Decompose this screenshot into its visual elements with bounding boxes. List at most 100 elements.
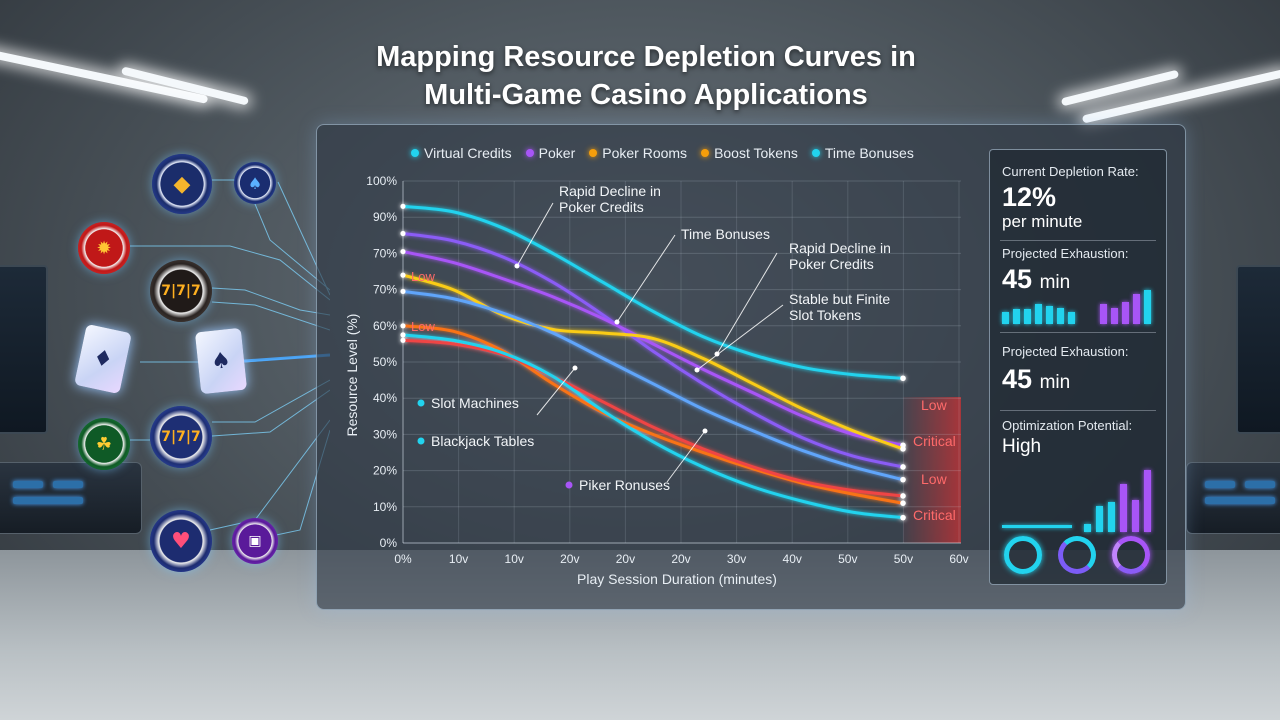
mini-bar bbox=[1046, 306, 1053, 324]
exhaustion-value-2: 45 min bbox=[1002, 364, 1070, 395]
mini-bar bbox=[1002, 312, 1009, 324]
series-line-6[interactable] bbox=[401, 324, 905, 505]
depletion-rate-label: Current Depletion Rate: bbox=[1002, 164, 1139, 179]
mini-bar bbox=[1133, 294, 1140, 324]
flame-chip-icon: ✹ bbox=[78, 222, 130, 274]
x-tick-label: 10v bbox=[505, 552, 524, 566]
end-label-critical-1: Critical bbox=[913, 433, 956, 449]
chart-legend: Virtual Credits Poker Poker Rooms Boost … bbox=[411, 145, 914, 161]
mini-bar bbox=[1132, 500, 1139, 532]
series-end-point[interactable] bbox=[900, 446, 906, 452]
gauge-ring-purple bbox=[1112, 536, 1150, 574]
annotation-dot bbox=[514, 263, 520, 269]
legend-item-poker[interactable]: Poker bbox=[525, 145, 576, 161]
annotation-slot-machines: Slot Machines bbox=[431, 395, 519, 411]
y-tick-label: 70% bbox=[373, 283, 397, 297]
depletion-rate-unit: per minute bbox=[1002, 212, 1083, 231]
mini-bar bbox=[1068, 312, 1075, 324]
divider bbox=[1000, 410, 1156, 411]
exhaustion-number-2: 45 bbox=[1002, 364, 1033, 394]
side-screen-right bbox=[1236, 265, 1280, 434]
series-line-8[interactable] bbox=[401, 333, 905, 520]
legend-item-virtual-credits[interactable]: Virtual Credits bbox=[411, 145, 512, 161]
series-end-point[interactable] bbox=[900, 493, 906, 499]
leader-line bbox=[516, 202, 554, 267]
y-tick-label: 60% bbox=[373, 319, 397, 333]
purple-chip-icon: ▣ bbox=[232, 518, 278, 564]
exhaustion-value-1: 45 min bbox=[1002, 264, 1070, 295]
mini-bar bbox=[1084, 524, 1091, 532]
series-layer bbox=[400, 203, 906, 521]
annotation-dot bbox=[714, 351, 720, 357]
x-axis-ticks: 0% 10v 10v 20v 20v 20v 30v 40v 50v 50v 60v bbox=[394, 552, 968, 566]
series-start-point[interactable] bbox=[400, 248, 406, 255]
y-tick-label: 90% bbox=[373, 210, 397, 224]
mini-bar bbox=[1013, 309, 1020, 324]
series-line-2[interactable] bbox=[401, 231, 905, 469]
stats-panel: Current Depletion Rate: 12% per minute P… bbox=[989, 149, 1167, 585]
series-end-point[interactable] bbox=[900, 476, 906, 483]
game-icon-cluster: ◆ ♠ ✹ 7|7|7 ♦ ♠ ☘ 7|7|7 ♥ ▣ bbox=[0, 140, 330, 580]
console-right bbox=[1186, 462, 1280, 534]
legend-label: Poker Rooms bbox=[602, 145, 688, 161]
y-tick-label: 50% bbox=[373, 355, 397, 369]
legend-item-boost-tokens[interactable]: Boost Tokens bbox=[701, 145, 798, 161]
heart-chip-icon: ♥ bbox=[150, 510, 212, 572]
legend-label: Poker bbox=[538, 145, 576, 161]
legend-dot bbox=[589, 149, 598, 157]
series-start-point[interactable] bbox=[400, 288, 406, 295]
annotation-dot bbox=[702, 428, 708, 434]
ceiling-light-right bbox=[1081, 68, 1280, 124]
piker-ronuses-dot bbox=[565, 481, 573, 489]
legend-item-poker-rooms[interactable]: Poker Rooms bbox=[589, 145, 687, 161]
ceiling-light-left bbox=[0, 48, 209, 104]
series-start-point[interactable] bbox=[400, 230, 406, 237]
mini-bars-purple bbox=[1100, 290, 1160, 324]
depletion-rate-value: 12% bbox=[1002, 182, 1057, 212]
series-line-1[interactable] bbox=[401, 204, 905, 380]
mini-bar bbox=[1035, 304, 1042, 324]
leader-line bbox=[536, 367, 576, 416]
console-left bbox=[0, 462, 142, 534]
series-end-point[interactable] bbox=[900, 375, 906, 382]
x-tick-label: 30v bbox=[727, 552, 746, 566]
annotation-low-2: Low bbox=[411, 319, 435, 334]
title-line-2: Multi-Game Casino Applications bbox=[424, 79, 868, 111]
legend-dot bbox=[411, 149, 419, 157]
annotation-line: Slot Tokens bbox=[789, 307, 861, 323]
blackjack-tables-dot bbox=[417, 437, 425, 445]
series-start-point[interactable] bbox=[400, 332, 406, 338]
leaf-chip-icon: ☘ bbox=[78, 418, 130, 470]
series-start-point[interactable] bbox=[400, 337, 406, 343]
x-tick-label: 40v bbox=[783, 552, 802, 566]
series-start-point[interactable] bbox=[400, 323, 406, 329]
series-end-point[interactable] bbox=[900, 500, 906, 506]
slot-reel-chip-icon: 7|7|7 bbox=[150, 260, 212, 322]
legend-label: Time Bonuses bbox=[824, 145, 914, 161]
mini-bar bbox=[1144, 470, 1151, 532]
series-end-point[interactable] bbox=[900, 514, 906, 521]
end-label-low-1: Low bbox=[921, 397, 948, 413]
page-title: Mapping Resource Depletion Curves in Mul… bbox=[300, 38, 992, 114]
depletion-chart: 0% 10% 20% 30% 40% 50% 60% 70% 70% 90% 100% 0% 10v 1… bbox=[344, 174, 969, 587]
series-end-point[interactable] bbox=[900, 464, 906, 470]
end-label-low-2: Low bbox=[921, 471, 948, 487]
annotation-piker-ronuses: Piker Ronuses bbox=[579, 477, 670, 493]
series-line-7[interactable] bbox=[401, 338, 905, 498]
series-line-5[interactable] bbox=[401, 289, 905, 482]
legend-label: Boost Tokens bbox=[714, 145, 798, 161]
x-tick-label: 10v bbox=[449, 552, 468, 566]
critical-zone bbox=[903, 397, 961, 543]
series-line-3[interactable] bbox=[401, 250, 905, 447]
legend-item-time-bonuses[interactable]: Time Bonuses bbox=[811, 145, 914, 161]
series-start-point[interactable] bbox=[400, 203, 406, 209]
series-start-point[interactable] bbox=[400, 272, 406, 278]
y-tick-label: 10% bbox=[373, 500, 397, 514]
gauge-ring-cyan bbox=[1004, 536, 1042, 574]
ace-of-spades-card-icon: ♠ bbox=[194, 327, 248, 395]
mini-bar bbox=[1057, 308, 1064, 324]
mini-bar bbox=[1111, 308, 1118, 324]
annotation-dot bbox=[572, 365, 578, 371]
slot-machine-chip-icon: 7|7|7 bbox=[150, 406, 212, 468]
annotation-blackjack-tables: Blackjack Tables bbox=[431, 433, 534, 449]
